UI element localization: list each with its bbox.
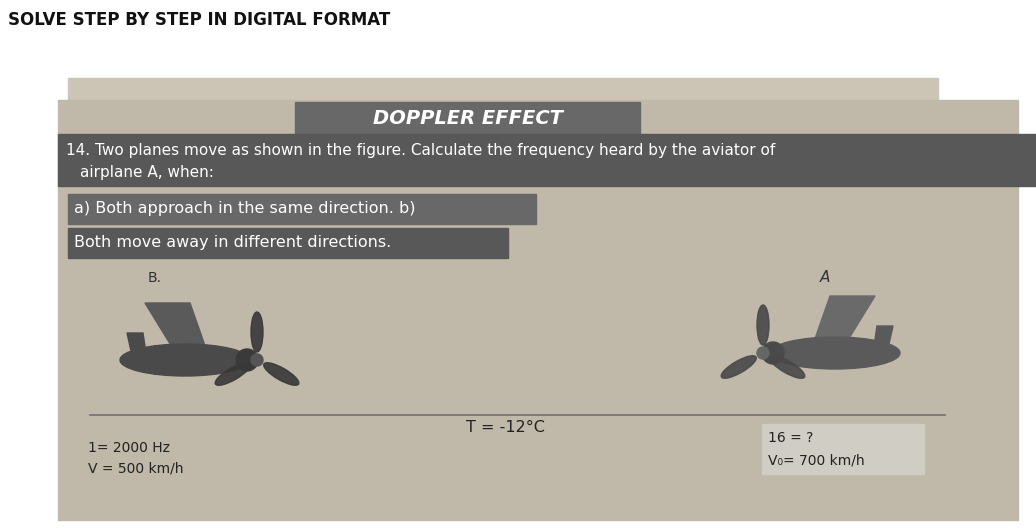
Ellipse shape [762,342,784,364]
Text: V₀= 700 km/h: V₀= 700 km/h [768,453,865,467]
Text: 14. Two planes move as shown in the figure. Calculate the frequency heard by the: 14. Two planes move as shown in the figu… [66,144,775,159]
Text: SOLVE STEP BY STEP IN DIGITAL FORMAT: SOLVE STEP BY STEP IN DIGITAL FORMAT [8,11,391,29]
Text: 1= 2000 Hz: 1= 2000 Hz [88,441,170,455]
Text: T = -12°C: T = -12°C [465,420,545,436]
Ellipse shape [757,305,769,345]
Ellipse shape [721,356,756,378]
Text: Both move away in different directions.: Both move away in different directions. [74,236,392,251]
Ellipse shape [770,356,805,378]
Text: V = 500 km/h: V = 500 km/h [88,461,183,475]
Ellipse shape [770,337,900,369]
Bar [68,78,938,518]
Bar [762,424,924,474]
Bar [295,102,640,136]
Text: B.: B. [148,271,162,285]
Text: airplane A, when:: airplane A, when: [80,164,213,179]
Ellipse shape [215,363,251,385]
Polygon shape [873,326,893,353]
Bar [68,194,536,224]
Polygon shape [810,296,875,353]
Text: 16 = ?: 16 = ? [768,431,813,445]
Bar [58,134,1036,186]
Bar [68,228,508,258]
Text: DOPPLER EFFECT: DOPPLER EFFECT [373,110,563,129]
Polygon shape [127,333,147,360]
Ellipse shape [236,349,258,371]
Ellipse shape [120,344,250,376]
Ellipse shape [264,363,298,385]
Text: A: A [819,270,830,286]
Ellipse shape [251,312,263,352]
Text: a) Both approach in the same direction. b): a) Both approach in the same direction. … [74,202,415,217]
Bar [58,100,1018,520]
Ellipse shape [251,354,263,366]
Polygon shape [145,303,210,360]
Ellipse shape [757,347,769,359]
